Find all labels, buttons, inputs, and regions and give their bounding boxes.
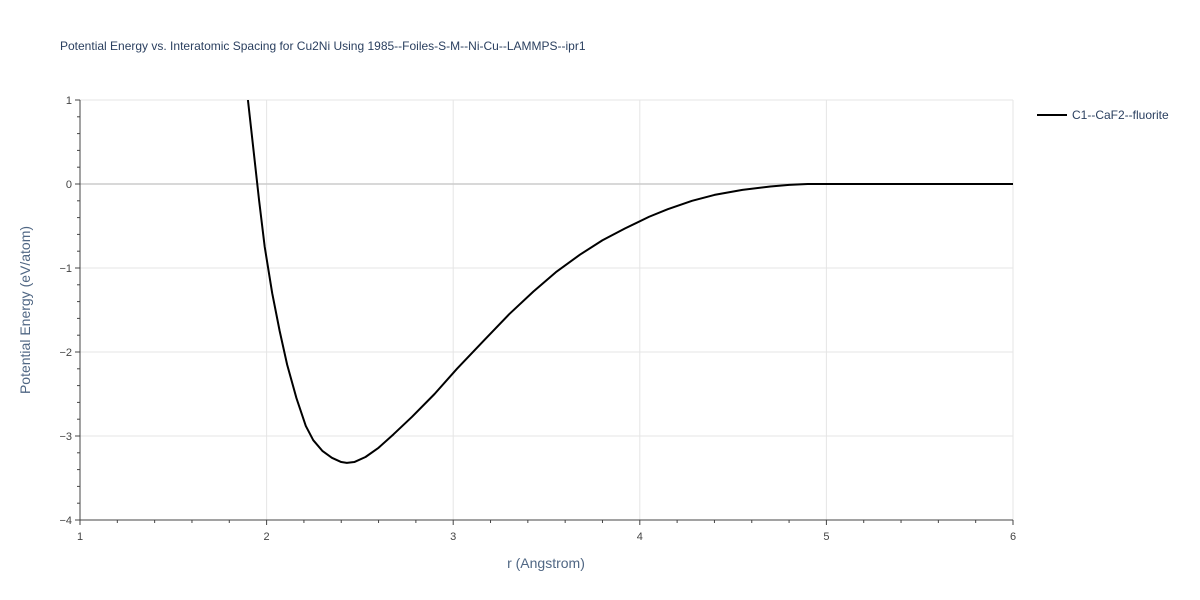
legend[interactable]: C1--CaF2--fluorite bbox=[1037, 108, 1169, 122]
x-tick-label: 5 bbox=[823, 531, 829, 543]
legend-label: C1--CaF2--fluorite bbox=[1072, 108, 1169, 122]
y-tick-label: −2 bbox=[59, 347, 72, 359]
plot-series bbox=[246, 100, 1013, 464]
y-tick-label: −4 bbox=[59, 515, 72, 527]
x-tick-label: 6 bbox=[1010, 531, 1016, 543]
x-tick-label: 2 bbox=[264, 531, 270, 543]
x-axis-title: r (Angstrom) bbox=[507, 555, 585, 571]
y-tick-label: −1 bbox=[59, 263, 72, 275]
axes: 1 2 3 4 5 6 1 0 −1 −2 −3 −4 bbox=[59, 95, 1016, 543]
x-tick-label: 3 bbox=[450, 531, 456, 543]
y-tick-label: −3 bbox=[59, 431, 72, 443]
series-line bbox=[246, 100, 1013, 464]
y-axis-title: Potential Energy (eV/atom) bbox=[17, 226, 33, 394]
x-tick-label: 4 bbox=[637, 531, 643, 543]
x-tick-label: 1 bbox=[77, 531, 83, 543]
y-tick-label: 0 bbox=[66, 179, 72, 191]
chart-title: Potential Energy vs. Interatomic Spacing… bbox=[60, 39, 586, 53]
gridlines bbox=[80, 99, 1014, 520]
y-tick-label: 1 bbox=[66, 95, 72, 107]
